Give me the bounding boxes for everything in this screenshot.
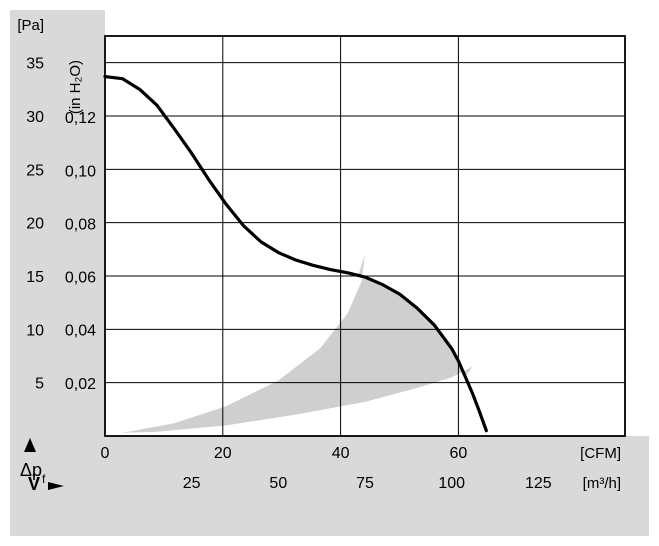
y-tick-inh2o-4: 0,10 bbox=[65, 163, 96, 180]
x-tick-m3h-125: 125 bbox=[525, 475, 552, 492]
y-unit-inh2o: (in H₂O) bbox=[67, 60, 84, 114]
y-tick-pa-15: 15 bbox=[26, 269, 44, 286]
y-tick-pa-30: 30 bbox=[26, 109, 44, 126]
y-tick-pa-10: 10 bbox=[26, 322, 44, 339]
y-tick-inh2o-3: 0,08 bbox=[65, 216, 96, 233]
x-tick-cfm-60: 60 bbox=[449, 445, 467, 462]
x-unit-m3h: [m³/h] bbox=[583, 475, 621, 492]
y-tick-inh2o-2: 0,06 bbox=[65, 270, 96, 287]
x-tick-cfm-40: 40 bbox=[332, 445, 350, 462]
x-tick-cfm-0: 0 bbox=[101, 445, 110, 462]
y-tick-inh2o-1: 0,04 bbox=[65, 323, 96, 340]
y-tick-pa-20: 20 bbox=[26, 216, 44, 233]
y-unit-pa: [Pa] bbox=[17, 17, 44, 34]
x-axis-symbol: V̇ bbox=[28, 473, 40, 494]
x-tick-m3h-100: 100 bbox=[438, 475, 465, 492]
x-unit-cfm: [CFM] bbox=[580, 445, 621, 462]
y-tick-inh2o-0: 0,02 bbox=[65, 376, 96, 393]
y-tick-pa-5: 5 bbox=[35, 376, 44, 393]
x-tick-cfm-20: 20 bbox=[214, 445, 232, 462]
x-tick-m3h-25: 25 bbox=[183, 475, 201, 492]
y-tick-pa-25: 25 bbox=[26, 162, 44, 179]
fan-curve-chart: 5101520253035[Pa]Δpf0,020,040,060,080,10… bbox=[0, 0, 659, 546]
y-tick-pa-35: 35 bbox=[26, 56, 44, 73]
x-tick-m3h-50: 50 bbox=[269, 475, 287, 492]
x-tick-m3h-75: 75 bbox=[356, 475, 374, 492]
